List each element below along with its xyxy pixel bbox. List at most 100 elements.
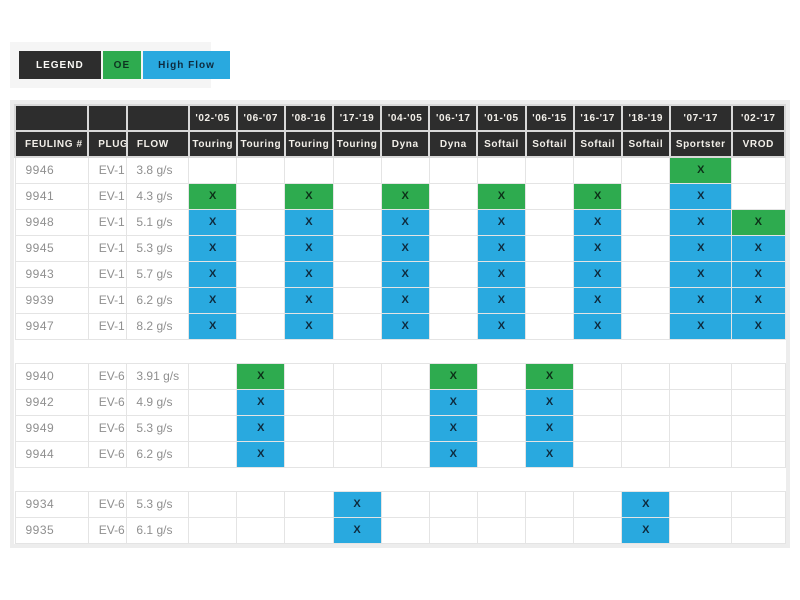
flow-cell: 5.7 g/s: [126, 260, 190, 288]
table-row: 9946 EV-1 3.8 g/s X: [14, 156, 786, 184]
mark-cell-hf: X: [188, 312, 238, 340]
plug-cell: EV-1: [87, 182, 128, 210]
mark-cell-hf: X: [332, 490, 382, 518]
mark-cell-hf: X: [525, 414, 575, 442]
empty-cell: [731, 440, 786, 468]
empty-cell: [621, 234, 671, 262]
empty-cell: [621, 208, 671, 236]
mark-cell-hf: X: [731, 234, 786, 262]
empty-cell: [476, 516, 527, 544]
mark-cell-hf: X: [669, 286, 733, 314]
empty-cell: [332, 260, 382, 288]
mark-cell-hf: X: [476, 286, 527, 314]
mark-cell-hf: X: [380, 286, 430, 314]
empty-cell: [428, 490, 478, 518]
header-label-row: FEULING # PLUG FLOW Touring Touring Touring To…: [13, 130, 787, 158]
empty-cell: [188, 362, 238, 390]
flow-cell: 3.91 g/s: [126, 362, 190, 390]
mark-cell-oe: X: [669, 156, 733, 184]
empty-cell: [380, 362, 430, 390]
flow-cell: 5.1 g/s: [126, 208, 190, 236]
mark-cell-hf: X: [476, 312, 527, 340]
col-header-feuling: FEULING #: [13, 130, 90, 158]
empty-cell: [525, 208, 575, 236]
mark-cell-hf: X: [525, 388, 575, 416]
empty-cell: [236, 286, 286, 314]
empty-cell: [731, 490, 786, 518]
empty-cell: [332, 312, 382, 340]
empty-cell: [573, 490, 623, 518]
empty-cell: [731, 516, 786, 544]
col-model-header: Softail: [476, 130, 527, 158]
empty-cell: [332, 440, 382, 468]
compat-table-head: '02-'05'06-'07'08-'16'17-'19'04-'05'06-'…: [13, 104, 787, 158]
col-year-header: '06-'17: [428, 104, 479, 132]
empty-cell: [525, 260, 575, 288]
col-model-header: Sportster: [668, 130, 733, 158]
mark-cell-oe: X: [284, 182, 334, 210]
empty-cell: [332, 286, 382, 314]
plug-cell: EV-1: [87, 312, 128, 340]
table-row: 9940 EV-6 3.91 g/s X X X: [14, 362, 786, 390]
empty-cell: [621, 440, 671, 468]
flow-cell: 3.8 g/s: [126, 156, 190, 184]
empty-cell: [525, 182, 575, 210]
table-row: 9948 EV-1 5.1 g/s X X X X X X X: [14, 208, 786, 236]
col-year-header: '06-'15: [524, 104, 575, 132]
mark-cell-hf: X: [731, 260, 786, 288]
mark-cell-hf: X: [284, 260, 334, 288]
empty-cell: [332, 156, 382, 184]
group-gap-cell: [15, 466, 785, 492]
feuling-cell: 9934: [14, 490, 89, 518]
mark-cell-hf: X: [284, 312, 334, 340]
empty-cell: [731, 414, 786, 442]
mark-cell-oe: X: [573, 182, 623, 210]
header-spacer-cell: [87, 104, 128, 132]
col-header-plug: PLUG: [87, 130, 128, 158]
col-header-flow: FLOW: [125, 130, 190, 158]
empty-cell: [573, 362, 623, 390]
empty-cell: [476, 440, 527, 468]
empty-cell: [525, 312, 575, 340]
header-spacer-cell: [125, 104, 190, 132]
feuling-cell: 9946: [14, 156, 89, 184]
mark-cell-hf: X: [188, 208, 238, 236]
plug-cell: EV-6: [87, 440, 128, 468]
mark-cell-hf: X: [380, 312, 430, 340]
plug-cell: EV-6: [87, 388, 128, 416]
plug-cell: EV-1: [87, 234, 128, 262]
mark-cell-oe: X: [428, 362, 478, 390]
empty-cell: [380, 516, 430, 544]
mark-cell-oe: X: [380, 182, 430, 210]
empty-cell: [428, 156, 478, 184]
empty-cell: [428, 516, 478, 544]
col-year-header: '02-'05: [187, 104, 238, 132]
empty-cell: [525, 234, 575, 262]
empty-cell: [669, 490, 733, 518]
empty-cell: [188, 490, 238, 518]
empty-cell: [284, 516, 334, 544]
empty-cell: [621, 156, 671, 184]
empty-cell: [188, 388, 238, 416]
empty-cell: [236, 234, 286, 262]
empty-cell: [236, 156, 286, 184]
mark-cell-hf: X: [236, 388, 286, 416]
empty-cell: [236, 516, 286, 544]
plug-cell: EV-6: [87, 490, 128, 518]
empty-cell: [621, 362, 671, 390]
empty-cell: [188, 516, 238, 544]
table-row: 9935 EV-6 6.1 g/s X X: [14, 516, 786, 544]
col-model-header: Softail: [524, 130, 575, 158]
legend-item-high-flow: High Flow: [143, 51, 230, 79]
plug-cell: EV-1: [87, 286, 128, 314]
table-row: 9934 EV-6 5.3 g/s X X: [14, 490, 786, 518]
mark-cell-hf: X: [669, 208, 733, 236]
empty-cell: [428, 286, 478, 314]
empty-cell: [380, 414, 430, 442]
empty-cell: [236, 182, 286, 210]
flow-cell: 8.2 g/s: [126, 312, 190, 340]
mark-cell-hf: X: [236, 414, 286, 442]
mark-cell-oe: X: [476, 182, 527, 210]
header-spacer-cell: [13, 104, 90, 132]
empty-cell: [332, 362, 382, 390]
